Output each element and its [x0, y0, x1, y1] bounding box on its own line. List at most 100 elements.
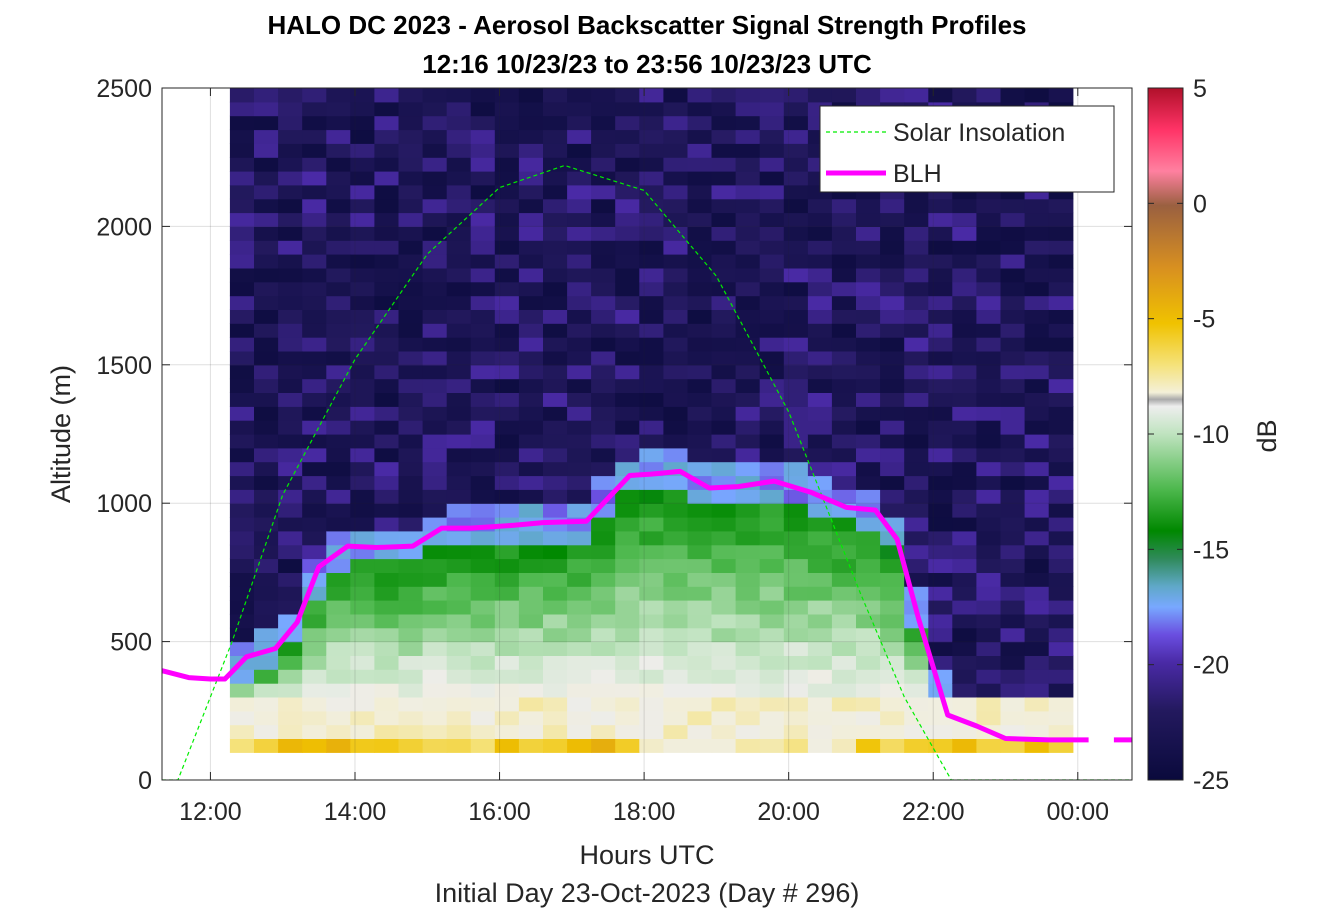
- heatmap-cell: [663, 655, 689, 670]
- heatmap-cell: [783, 143, 809, 158]
- heatmap-cell: [398, 101, 424, 117]
- heatmap-cell: [518, 503, 544, 518]
- heatmap-cell: [1048, 503, 1074, 518]
- heatmap-cell: [783, 267, 809, 283]
- heatmap-cell: [639, 613, 664, 629]
- heatmap-cell: [302, 517, 327, 532]
- heatmap-cell: [928, 517, 953, 532]
- heatmap-cell: [278, 406, 303, 421]
- heatmap-cell: [543, 115, 568, 131]
- heatmap-cell: [783, 212, 809, 227]
- heatmap-cell: [302, 613, 327, 629]
- heatmap-cell: [952, 697, 977, 712]
- heatmap-cell: [687, 461, 713, 477]
- heatmap-cell: [976, 392, 1002, 407]
- heatmap-cell: [229, 503, 255, 518]
- heatmap-cell: [374, 226, 400, 241]
- heatmap-cell: [615, 655, 640, 670]
- heatmap-cell: [1000, 406, 1026, 421]
- heatmap-cell: [687, 544, 713, 560]
- heatmap-cell: [350, 683, 375, 698]
- heatmap-cell: [1048, 378, 1074, 393]
- heatmap-cell: [567, 101, 592, 117]
- heatmap-cell: [831, 475, 857, 490]
- heatmap-cell: [470, 586, 496, 601]
- heatmap-cell: [711, 337, 737, 352]
- heatmap-cell: [446, 447, 472, 463]
- heatmap-cell: [422, 503, 448, 518]
- heatmap-cell: [229, 226, 255, 241]
- heatmap-cell: [446, 295, 472, 310]
- heatmap-cell: [302, 212, 327, 227]
- heatmap-cell: [494, 683, 520, 698]
- heatmap-cell: [856, 212, 881, 227]
- heatmap-cell: [518, 351, 544, 366]
- heatmap-cell: [302, 323, 327, 338]
- heatmap-cell: [928, 641, 953, 656]
- heatmap-cell: [543, 447, 568, 463]
- heatmap-cell: [446, 88, 472, 103]
- heatmap-cell: [639, 420, 664, 435]
- heatmap-cell: [591, 544, 616, 560]
- heatmap-cell: [470, 572, 496, 587]
- heatmap-cell: [470, 558, 496, 573]
- heatmap-cell: [880, 378, 905, 393]
- heatmap-cell: [543, 351, 568, 366]
- heatmap-cell: [302, 683, 327, 698]
- heatmap-cell: [254, 157, 279, 172]
- heatmap-cell: [807, 572, 833, 587]
- heatmap-cell: [639, 475, 664, 490]
- heatmap-cell: [639, 323, 664, 338]
- heatmap-cell: [687, 406, 713, 421]
- heatmap-cell: [494, 600, 520, 615]
- heatmap-cell: [446, 115, 472, 131]
- heatmap-cell: [278, 420, 303, 435]
- heatmap-cell: [807, 309, 833, 324]
- heatmap-cell: [711, 447, 737, 463]
- heatmap-cell: [567, 281, 592, 297]
- heatmap-cell: [639, 129, 664, 144]
- heatmap-cell: [543, 572, 568, 587]
- heatmap-cell: [735, 683, 761, 698]
- heatmap-cell: [374, 641, 400, 656]
- heatmap-cell: [470, 655, 496, 670]
- heatmap-cell: [759, 517, 785, 532]
- heatmap-cell: [735, 613, 761, 629]
- heatmap-cell: [422, 364, 448, 380]
- heatmap-cell: [494, 267, 520, 283]
- heatmap-cell: [567, 157, 592, 172]
- heatmap-cell: [229, 627, 255, 643]
- heatmap-cell: [398, 558, 424, 573]
- heatmap-cell: [807, 503, 833, 518]
- heatmap-cell: [494, 198, 520, 214]
- heatmap-cell: [663, 669, 689, 684]
- heatmap-cell: [663, 323, 689, 338]
- heatmap-cell: [976, 572, 1002, 587]
- heatmap-cell: [446, 655, 472, 670]
- heatmap-cell: [350, 171, 375, 186]
- heatmap-cell: [446, 378, 472, 393]
- heatmap-cell: [639, 101, 664, 117]
- heatmap-cell: [518, 129, 544, 144]
- heatmap-cell: [543, 738, 568, 753]
- heatmap-cell: [639, 641, 664, 656]
- heatmap-cell: [374, 101, 400, 117]
- heatmap-cell: [470, 392, 496, 407]
- heatmap-cell: [831, 710, 857, 726]
- heatmap-cell: [639, 392, 664, 407]
- heatmap-cell: [1024, 420, 1050, 435]
- heatmap-cell: [904, 254, 929, 269]
- heatmap-cell: [687, 212, 713, 227]
- heatmap-cell: [904, 378, 929, 393]
- heatmap-cell: [663, 295, 689, 310]
- y-tick-label: 1500: [96, 352, 152, 380]
- heatmap-cell: [856, 392, 881, 407]
- heatmap-cell: [759, 600, 785, 615]
- heatmap-cell: [254, 710, 279, 726]
- heatmap-cell: [663, 254, 689, 269]
- heatmap-cell: [374, 364, 400, 380]
- heatmap-cell: [543, 226, 568, 241]
- heatmap-cell: [422, 406, 448, 421]
- heatmap-cell: [1048, 212, 1074, 227]
- heatmap-cell: [759, 157, 785, 172]
